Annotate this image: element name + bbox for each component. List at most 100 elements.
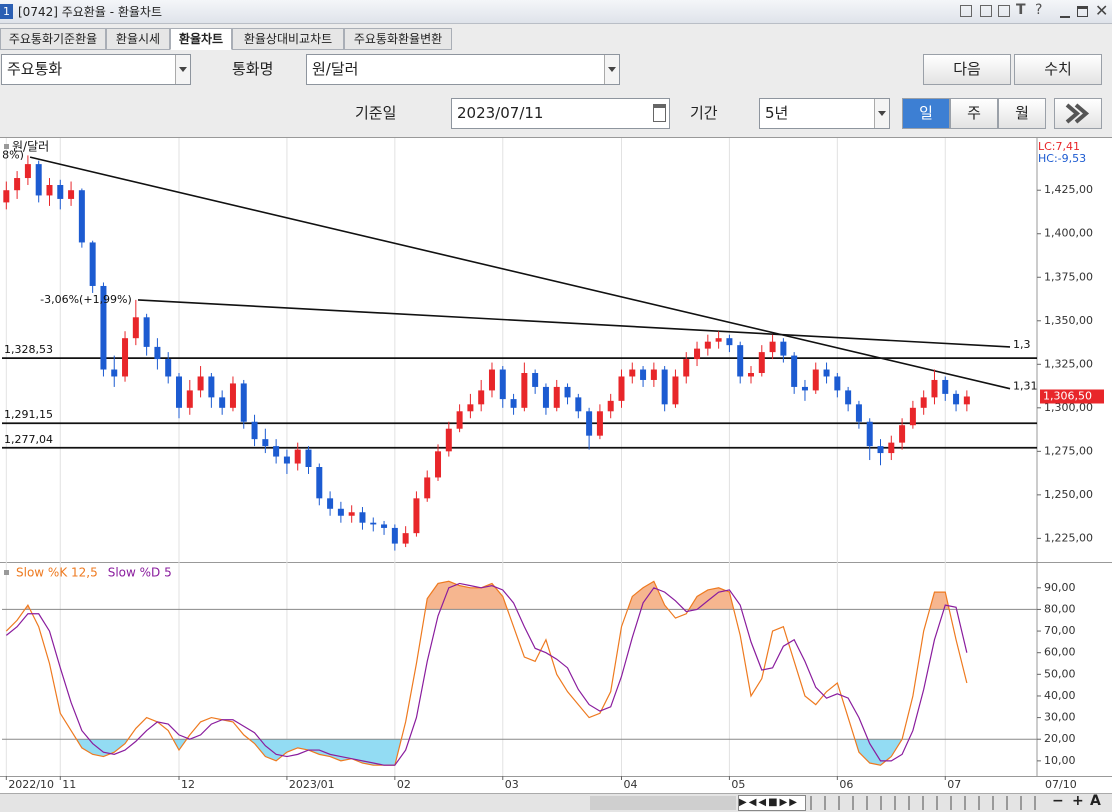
candle-body xyxy=(154,346,161,360)
tool-icons[interactable] xyxy=(810,796,1040,810)
y-tick-label: 1,325,00 xyxy=(1044,357,1093,370)
window-icon[interactable] xyxy=(980,5,992,17)
candle-body xyxy=(780,341,787,356)
candle-body xyxy=(111,369,118,377)
last-price-box xyxy=(1040,389,1104,404)
close[interactable]: ✕ xyxy=(1095,1,1109,20)
candle-body xyxy=(273,446,280,457)
y-tick-label: 1,425,00 xyxy=(1044,183,1093,196)
tab[interactable]: 환율시세 xyxy=(106,28,170,50)
tab[interactable]: 주요통화기준환율 xyxy=(0,28,106,50)
auto-scale[interactable]: A xyxy=(1090,793,1101,809)
hc-label: HC:-9,53 xyxy=(1038,152,1086,165)
x-tick-label: 2022/10 xyxy=(8,778,54,791)
legend-icon xyxy=(4,570,9,575)
stochastic-line xyxy=(5,580,968,766)
candle-body xyxy=(359,512,366,523)
date-value: 2023/07/11 xyxy=(457,104,544,122)
tab[interactable]: 주요통화환율변환 xyxy=(344,28,452,50)
candle-body xyxy=(186,390,193,408)
calendar-icon[interactable] xyxy=(653,104,666,122)
candle-body xyxy=(607,400,614,412)
interval-button[interactable]: 주 xyxy=(950,98,998,129)
candle-body xyxy=(14,178,21,191)
y-tick-label: 1,350,00 xyxy=(1044,314,1093,327)
values-button[interactable]: 수치 xyxy=(1014,54,1102,85)
candle-body xyxy=(402,533,409,544)
candle-body xyxy=(801,386,808,391)
candle-body xyxy=(262,439,269,447)
candle-body xyxy=(629,369,636,377)
candle-body xyxy=(165,359,172,377)
next-button[interactable]: 다음 xyxy=(923,54,1011,85)
zoom-in[interactable]: + xyxy=(1072,793,1084,809)
font-icon[interactable]: T xyxy=(1016,2,1026,18)
y-tick-label: 40,00 xyxy=(1044,689,1076,702)
interval-button[interactable]: 월 xyxy=(998,98,1046,129)
maximize[interactable] xyxy=(1077,6,1088,17)
tab[interactable]: 환율상대비교차트 xyxy=(232,28,344,50)
more-button[interactable] xyxy=(1054,98,1102,129)
help-icon[interactable]: ? xyxy=(1035,2,1043,18)
candle-body xyxy=(834,376,841,391)
candle-body xyxy=(909,407,916,426)
candle-body xyxy=(737,345,744,377)
chevrons xyxy=(1065,103,1090,124)
candle-body xyxy=(122,338,129,377)
interval-button[interactable]: 일 xyxy=(902,98,950,129)
candle-body xyxy=(899,425,906,443)
x-tick-label: 2023/01 xyxy=(289,778,335,791)
period-label: 기간 xyxy=(690,104,718,122)
minimize[interactable] xyxy=(1060,16,1070,18)
candle-body xyxy=(305,449,312,467)
candle-body xyxy=(726,338,733,346)
candle-body xyxy=(704,341,711,349)
candle-body xyxy=(208,376,215,398)
candle-body xyxy=(758,352,765,373)
candle-body xyxy=(532,373,539,387)
candle-body xyxy=(888,442,895,454)
y-tick-label: 1,250,00 xyxy=(1044,488,1093,501)
candle-body xyxy=(89,242,96,286)
candle-body xyxy=(24,164,31,179)
candle-body xyxy=(586,411,593,436)
candle-body xyxy=(715,338,722,342)
candle-body xyxy=(640,369,647,380)
period-select[interactable]: 5년 xyxy=(759,98,890,129)
candle-body xyxy=(488,369,495,391)
candle-body xyxy=(424,477,431,499)
candle-body xyxy=(370,522,377,525)
date-label: 기준일 xyxy=(355,104,397,122)
lc-label: LC:7,41 xyxy=(1038,140,1080,153)
x-tick-label: 05 xyxy=(731,778,745,791)
candle-body xyxy=(413,498,420,534)
annotation: 8%) xyxy=(2,148,24,161)
currency-label: 통화명 xyxy=(232,60,274,78)
candle-body xyxy=(35,164,42,196)
candle-body xyxy=(661,369,668,405)
x-tick-label: 02 xyxy=(397,778,411,791)
window-icon[interactable] xyxy=(998,5,1010,17)
candle-body xyxy=(769,341,776,353)
y-tick-label: 80,00 xyxy=(1044,602,1076,615)
y-tick-label: 90,00 xyxy=(1044,581,1076,594)
window-icon[interactable] xyxy=(960,5,972,17)
tab[interactable]: 환율차트 xyxy=(170,28,232,50)
candle-body xyxy=(672,376,679,405)
group-select[interactable]: 주요통화 xyxy=(1,54,191,85)
y-tick-label: 60,00 xyxy=(1044,646,1076,659)
y-tick-label: 30,00 xyxy=(1044,711,1076,724)
candle-body xyxy=(877,446,884,454)
scroll-thumb[interactable] xyxy=(590,796,736,810)
candle-body xyxy=(132,317,139,339)
x-axis-end-label: 07/10 xyxy=(1045,778,1077,791)
candle-body xyxy=(920,397,927,408)
nav-buttons[interactable]: ▶◀◀■▶▶ xyxy=(738,795,806,811)
date-input[interactable]: 2023/07/11 xyxy=(451,98,670,129)
x-tick-label: 11 xyxy=(62,778,76,791)
currency-select[interactable]: 원/달러 xyxy=(306,54,620,85)
candle-body xyxy=(510,399,517,408)
candle-body xyxy=(596,411,603,436)
zoom-out[interactable]: − xyxy=(1052,793,1064,809)
